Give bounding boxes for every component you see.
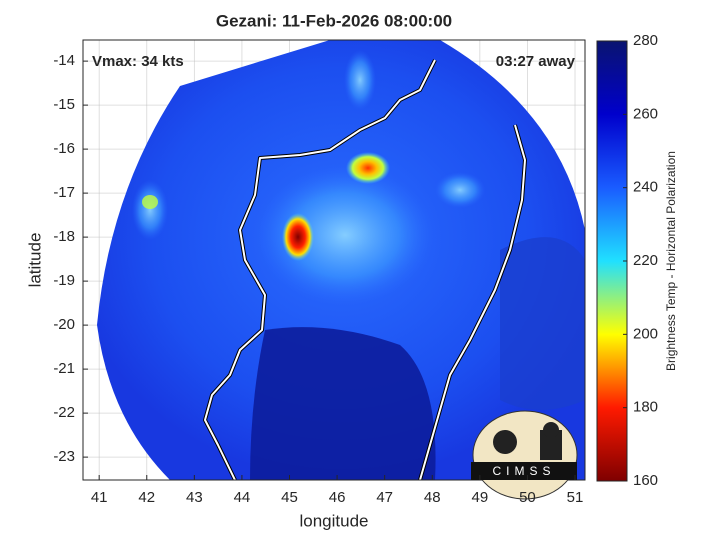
axes-box — [82, 39, 586, 481]
logo-banner — [471, 462, 577, 480]
colorbar — [596, 40, 628, 482]
y-tick-label: -17 — [53, 184, 75, 201]
x-tick-label: 51 — [567, 489, 584, 506]
colorbar-tick-label: 240 — [633, 179, 658, 196]
logo: CIMSS — [471, 410, 578, 500]
swirl — [255, 165, 435, 305]
x-tick-label: 42 — [138, 489, 155, 506]
dark-band — [500, 237, 585, 410]
x-tick-label: 44 — [234, 489, 251, 506]
y-tick-label: -16 — [53, 140, 75, 157]
hot-spot — [142, 195, 158, 209]
x-tick-label: 45 — [281, 489, 298, 506]
chart-title: Gezani: 11-Feb-2026 08:00:00 — [216, 11, 452, 30]
hot-spot — [346, 152, 390, 184]
logo-tower — [540, 430, 562, 460]
x-tick-label: 41 — [91, 489, 108, 506]
swirl — [344, 50, 376, 110]
y-tick-label: -15 — [53, 96, 75, 113]
y-tick-label: -14 — [53, 52, 75, 69]
colorbar-tick-label: 180 — [633, 399, 658, 416]
colorbar-label: Brightness Temp - Horizontal Polarizatio… — [664, 151, 678, 371]
y-tick-label: -22 — [53, 404, 75, 421]
x-tick-label: 50 — [519, 489, 536, 506]
x-axis-label: longitude — [299, 511, 368, 530]
y-tick-label: -20 — [53, 316, 75, 333]
colorbar-tick-label: 220 — [633, 252, 658, 269]
annotation: 03:27 away — [496, 53, 576, 70]
x-tick-label: 46 — [329, 489, 346, 506]
colorbar-tick-label: 260 — [633, 105, 658, 122]
x-tick-label: 49 — [471, 489, 488, 506]
y-tick-label: -18 — [53, 228, 75, 245]
y-axis-label: latitude — [25, 233, 44, 288]
logo-tank — [543, 422, 559, 438]
y-tick-label: -23 — [53, 448, 75, 465]
colorbar-tick-label: 160 — [633, 472, 658, 489]
colorbar-tick-label: 280 — [633, 32, 658, 49]
swirl — [435, 172, 485, 208]
logo-text: CIMSS — [492, 464, 555, 478]
hot-spot — [282, 213, 314, 261]
cold-region — [250, 327, 436, 480]
swirl — [132, 180, 168, 240]
x-tick-label: 43 — [186, 489, 203, 506]
annotation: Vmax: 34 kts — [92, 53, 184, 70]
colorbar-tick-label: 200 — [633, 325, 658, 342]
y-tick-label: -21 — [53, 360, 75, 377]
logo-dish — [493, 430, 517, 454]
satellite-image — [97, 40, 585, 480]
x-tick-label: 48 — [424, 489, 441, 506]
coastline — [203, 59, 527, 480]
x-tick-label: 47 — [376, 489, 393, 506]
y-tick-label: -19 — [53, 272, 75, 289]
